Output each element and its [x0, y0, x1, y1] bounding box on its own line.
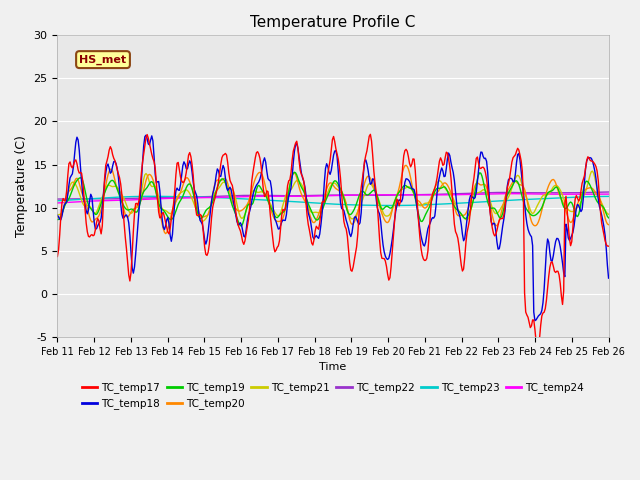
TC_temp17 [367, 132, 374, 137]
TC_temp22 [54, 196, 61, 202]
Line: TC_temp20: TC_temp20 [58, 165, 609, 234]
Line: TC_temp21: TC_temp21 [58, 171, 609, 221]
TC_temp17 [362, 153, 370, 158]
TC_temp18 [226, 184, 234, 190]
Line: TC_temp23: TC_temp23 [58, 196, 609, 205]
Text: HS_met: HS_met [79, 54, 127, 65]
TC_temp18 [287, 185, 295, 191]
TC_temp21 [605, 211, 612, 217]
TC_temp17 [286, 177, 294, 183]
TC_temp22 [459, 191, 467, 196]
TC_temp23 [390, 203, 398, 208]
TC_temp19 [556, 192, 564, 198]
TC_temp19 [461, 216, 468, 221]
TC_temp23 [287, 199, 295, 204]
TC_temp22 [554, 190, 562, 195]
TC_temp20 [162, 231, 170, 237]
TC_temp24 [605, 191, 612, 197]
TC_temp23 [556, 195, 564, 201]
TC_temp22 [388, 192, 396, 198]
TC_temp21 [556, 185, 563, 191]
TC_temp18 [605, 275, 612, 281]
TC_temp18 [460, 238, 467, 244]
TC_temp24 [556, 192, 563, 197]
TC_temp19 [390, 199, 398, 204]
TC_temp17 [225, 170, 233, 176]
TC_temp22 [362, 192, 370, 198]
X-axis label: Time: Time [319, 362, 347, 372]
TC_temp24 [459, 192, 467, 197]
TC_temp19 [237, 223, 245, 229]
TC_temp18 [390, 227, 397, 233]
TC_temp19 [287, 178, 295, 183]
TC_temp21 [198, 218, 206, 224]
Title: Temperature Profile C: Temperature Profile C [250, 15, 415, 30]
TC_temp21 [54, 212, 61, 217]
TC_temp22 [286, 193, 294, 199]
TC_temp20 [363, 174, 371, 180]
TC_temp17 [556, 280, 564, 286]
TC_temp24 [388, 192, 396, 198]
TC_temp20 [390, 203, 397, 208]
TC_temp17 [605, 243, 612, 249]
TC_temp18 [54, 213, 61, 218]
Line: TC_temp18: TC_temp18 [58, 135, 609, 321]
TC_temp24 [362, 192, 370, 198]
TC_temp17 [533, 346, 541, 351]
TC_temp21 [363, 184, 371, 190]
TC_temp19 [605, 215, 612, 221]
TC_temp24 [506, 191, 513, 196]
TC_temp20 [287, 176, 295, 182]
TC_temp23 [226, 195, 234, 201]
TC_temp21 [460, 215, 467, 220]
TC_temp23 [390, 203, 397, 208]
TC_temp24 [54, 200, 61, 206]
TC_temp19 [225, 192, 233, 197]
TC_temp20 [556, 194, 564, 200]
TC_temp24 [225, 194, 233, 200]
TC_temp17 [54, 253, 61, 259]
TC_temp23 [363, 203, 371, 208]
TC_temp19 [54, 217, 61, 223]
TC_temp24 [286, 193, 294, 199]
TC_temp21 [589, 168, 596, 174]
TC_temp18 [363, 161, 371, 167]
TC_temp20 [402, 162, 410, 168]
TC_temp17 [460, 266, 467, 272]
Line: TC_temp24: TC_temp24 [58, 193, 609, 203]
Legend: TC_temp17, TC_temp18, TC_temp19, TC_temp20, TC_temp21, TC_temp22, TC_temp23, TC_: TC_temp17, TC_temp18, TC_temp19, TC_temp… [77, 378, 588, 414]
Y-axis label: Temperature (C): Temperature (C) [15, 135, 28, 237]
TC_temp23 [461, 200, 468, 206]
TC_temp19 [364, 192, 372, 198]
TC_temp19 [291, 169, 298, 175]
TC_temp18 [142, 132, 150, 138]
Line: TC_temp17: TC_temp17 [58, 134, 609, 348]
TC_temp20 [461, 212, 468, 218]
TC_temp21 [287, 187, 295, 192]
TC_temp18 [531, 318, 539, 324]
TC_temp17 [390, 233, 397, 239]
TC_temp23 [605, 193, 612, 199]
TC_temp23 [147, 193, 154, 199]
TC_temp20 [605, 222, 612, 228]
Line: TC_temp22: TC_temp22 [58, 192, 609, 199]
TC_temp21 [226, 186, 234, 192]
Line: TC_temp19: TC_temp19 [58, 172, 609, 226]
TC_temp22 [225, 193, 233, 199]
TC_temp18 [556, 244, 564, 250]
TC_temp23 [54, 198, 61, 204]
TC_temp22 [605, 189, 612, 195]
TC_temp21 [390, 203, 397, 209]
TC_temp20 [226, 190, 234, 195]
TC_temp20 [54, 214, 61, 220]
